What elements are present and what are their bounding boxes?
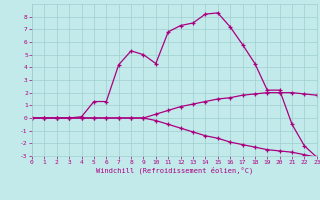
X-axis label: Windchill (Refroidissement éolien,°C): Windchill (Refroidissement éolien,°C) [96, 167, 253, 174]
